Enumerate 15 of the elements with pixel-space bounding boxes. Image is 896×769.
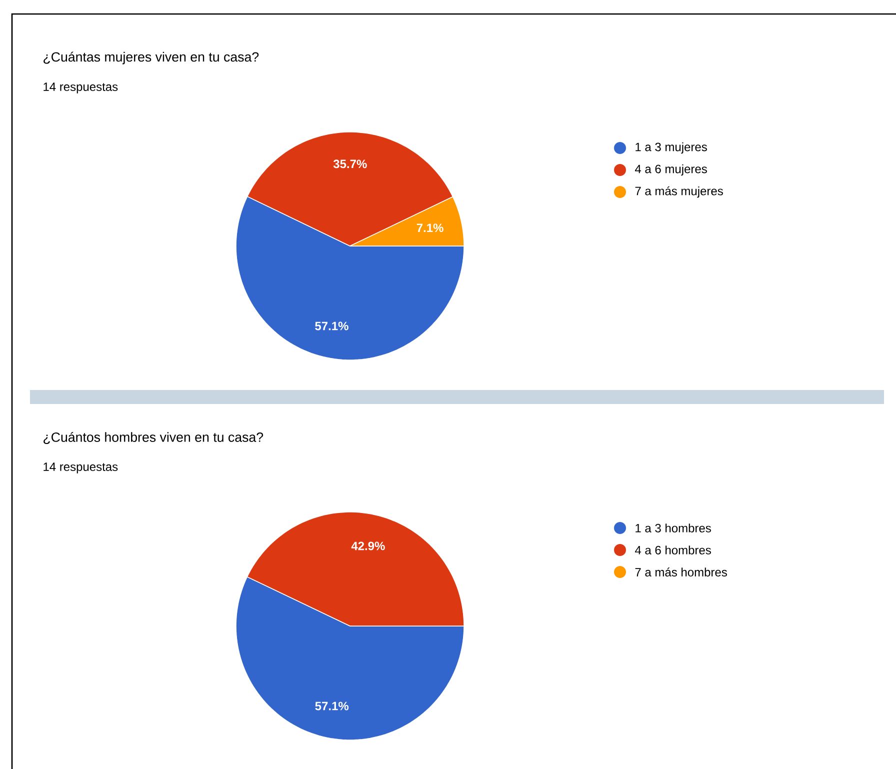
- legend-label: 1 a 3 mujeres: [636, 142, 707, 154]
- legend-label: 4 a 6 hombres: [634, 546, 711, 554]
- data-label: 35.7%: [333, 160, 367, 168]
- chart-title: ¿Cuántos hombres viven en tu casa?: [44, 432, 264, 444]
- data-label: 42.9%: [351, 542, 385, 550]
- data-label: 57.1%: [315, 702, 349, 710]
- data-label: 7.1%: [416, 224, 444, 232]
- legend-label: 1 a 3 hombres: [636, 524, 711, 532]
- legend-label: 7 a más mujeres: [635, 186, 723, 198]
- legend-label: 7 a más hombres: [635, 568, 727, 576]
- data-label: 57.1%: [315, 322, 348, 330]
- chart-title: ¿Cuántas mujeres viven en tu casa?: [44, 52, 259, 64]
- legend-label: 4 a 6 mujeres: [634, 164, 707, 176]
- text: 14 respuestas: [44, 82, 118, 94]
- text: 14 respuestas: [44, 462, 118, 474]
